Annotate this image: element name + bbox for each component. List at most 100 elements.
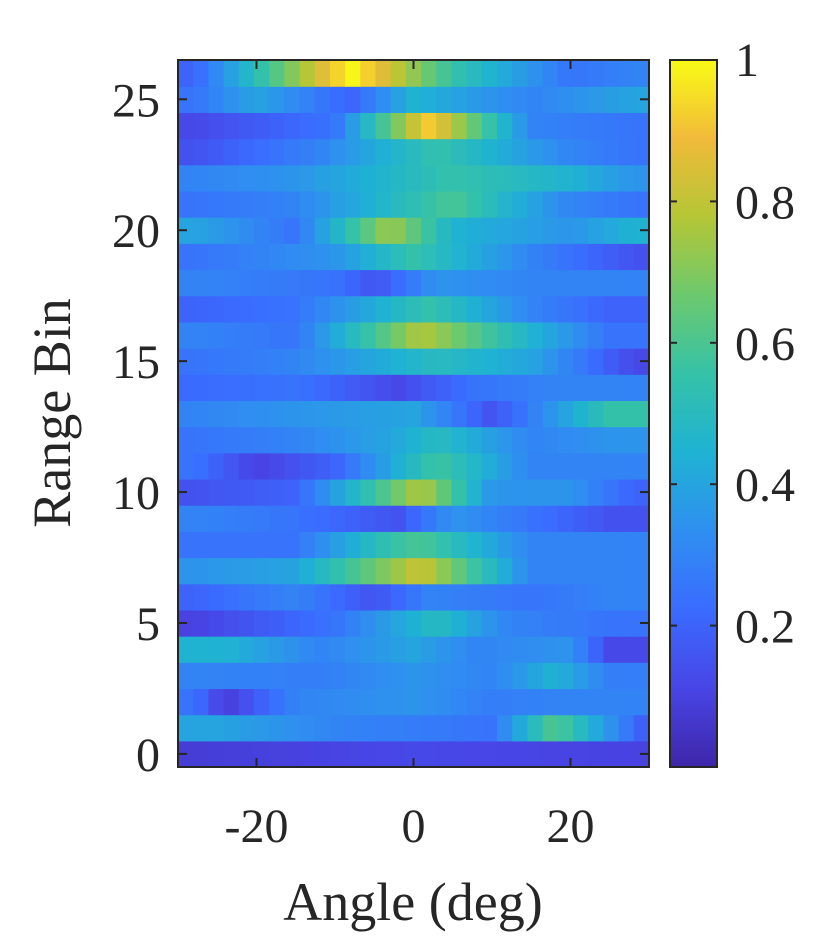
heatmap-cell bbox=[603, 60, 620, 87]
heatmap-cell bbox=[588, 531, 605, 559]
heatmap-cell bbox=[436, 112, 453, 140]
heatmap-cell bbox=[557, 243, 574, 271]
heatmap-cell bbox=[542, 374, 559, 402]
heatmap-cell bbox=[451, 452, 468, 480]
heatmap-cell bbox=[390, 452, 407, 480]
heatmap-cell bbox=[329, 609, 346, 637]
heatmap-cell bbox=[329, 557, 346, 585]
heatmap-cell bbox=[481, 505, 498, 532]
heatmap-cell bbox=[329, 269, 346, 297]
heatmap-cell bbox=[588, 478, 605, 506]
x-tick-label: -20 bbox=[225, 800, 289, 853]
heatmap-cell bbox=[557, 190, 574, 218]
heatmap-cell bbox=[527, 478, 544, 506]
heatmap-cell bbox=[527, 662, 544, 690]
heatmap-cell bbox=[193, 164, 209, 192]
heatmap-cell bbox=[573, 557, 589, 585]
heatmap-cell bbox=[238, 714, 255, 742]
heatmap-cell bbox=[603, 583, 620, 611]
heatmap-cell bbox=[375, 243, 392, 271]
heatmap-cell bbox=[542, 740, 559, 768]
heatmap-cell bbox=[390, 86, 407, 113]
heatmap-cell bbox=[557, 374, 574, 402]
heatmap-cell bbox=[436, 321, 453, 349]
heatmap-cell bbox=[390, 374, 407, 402]
heatmap-cell bbox=[466, 452, 483, 480]
heatmap-cell bbox=[208, 112, 225, 140]
heatmap-cell bbox=[436, 374, 453, 402]
heatmap-cell bbox=[178, 269, 194, 297]
heatmap-cell bbox=[329, 400, 346, 428]
heatmap-cell bbox=[299, 531, 316, 559]
heatmap-cell bbox=[345, 531, 361, 559]
heatmap-cell bbox=[193, 426, 209, 454]
heatmap-cell bbox=[193, 374, 209, 402]
heatmap-cell bbox=[557, 609, 574, 637]
heatmap-cell bbox=[329, 86, 346, 113]
heatmap-cell bbox=[223, 190, 240, 218]
heatmap-cell bbox=[588, 321, 605, 349]
heatmap-cell bbox=[542, 400, 559, 428]
heatmap-cell bbox=[481, 452, 498, 480]
heatmap-cell bbox=[360, 295, 377, 323]
heatmap-cell bbox=[284, 348, 301, 375]
heatmap-cell bbox=[314, 531, 331, 559]
heatmap-cell bbox=[253, 531, 270, 559]
heatmap-cell bbox=[542, 190, 559, 218]
heatmap-cell bbox=[436, 348, 453, 375]
heatmap-cell bbox=[618, 609, 635, 637]
heatmap-cell bbox=[527, 164, 544, 192]
heatmap-cell bbox=[223, 295, 240, 323]
heatmap-cell bbox=[178, 138, 194, 166]
heatmap-cell bbox=[284, 714, 301, 742]
heatmap-cell bbox=[618, 112, 635, 140]
heatmap-cell bbox=[390, 662, 407, 690]
heatmap-cell bbox=[299, 138, 316, 166]
heatmap-cell bbox=[573, 740, 589, 768]
heatmap-cell bbox=[405, 86, 422, 113]
heatmap-cell bbox=[542, 609, 559, 637]
heatmap-cell bbox=[497, 557, 513, 585]
heatmap-cell bbox=[390, 321, 407, 349]
heatmap-cell bbox=[345, 243, 361, 271]
heatmap-cell bbox=[451, 138, 468, 166]
heatmap-cell bbox=[208, 452, 225, 480]
heatmap-cell bbox=[329, 112, 346, 140]
heatmap-cell bbox=[360, 348, 377, 375]
heatmap-cell bbox=[299, 426, 316, 454]
heatmap-cell bbox=[284, 86, 301, 113]
heatmap-cell bbox=[497, 583, 513, 611]
heatmap-cell bbox=[223, 714, 240, 742]
heatmap-cell bbox=[466, 400, 483, 428]
heatmap-cell bbox=[633, 531, 650, 559]
heatmap-cell bbox=[481, 426, 498, 454]
heatmap-cell bbox=[633, 400, 650, 428]
heatmap-cell bbox=[299, 400, 316, 428]
heatmap-cell bbox=[436, 452, 453, 480]
heatmap-cell bbox=[345, 400, 361, 428]
heatmap-cell bbox=[436, 426, 453, 454]
heatmap-cell bbox=[633, 60, 650, 87]
heatmap-cell bbox=[451, 740, 468, 768]
heatmap-cell bbox=[223, 740, 240, 768]
heatmap-cell bbox=[360, 426, 377, 454]
heatmap-cell bbox=[269, 112, 285, 140]
heatmap-cell bbox=[633, 321, 650, 349]
heatmap-cell bbox=[633, 164, 650, 192]
y-tick-label: 25 bbox=[112, 74, 160, 127]
heatmap-cell bbox=[178, 60, 194, 87]
heatmap-cell bbox=[375, 164, 392, 192]
heatmap-cell bbox=[633, 505, 650, 532]
heatmap-cell bbox=[603, 662, 620, 690]
heatmap-cell bbox=[329, 452, 346, 480]
heatmap-cell bbox=[466, 374, 483, 402]
heatmap-cell bbox=[451, 636, 468, 663]
heatmap-cell bbox=[557, 583, 574, 611]
heatmap-cell bbox=[360, 531, 377, 559]
heatmap-cell bbox=[557, 688, 574, 716]
heatmap-cell bbox=[193, 531, 209, 559]
heatmap-cell bbox=[603, 217, 620, 244]
heatmap-cell bbox=[314, 662, 331, 690]
heatmap-cell bbox=[329, 190, 346, 218]
heatmap-cell bbox=[527, 557, 544, 585]
